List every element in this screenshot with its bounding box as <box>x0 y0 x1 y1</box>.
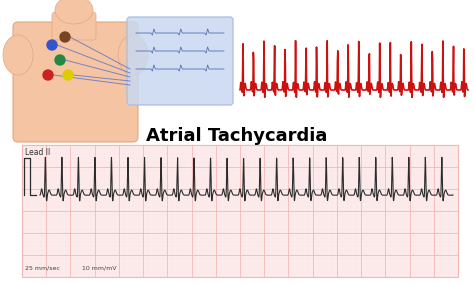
FancyBboxPatch shape <box>127 17 233 105</box>
FancyBboxPatch shape <box>13 22 138 142</box>
Text: Lead II: Lead II <box>25 148 50 157</box>
Circle shape <box>63 70 73 80</box>
Circle shape <box>55 55 65 65</box>
FancyBboxPatch shape <box>52 12 96 40</box>
Circle shape <box>47 40 57 50</box>
Bar <box>22 145 458 277</box>
Ellipse shape <box>3 35 33 75</box>
Ellipse shape <box>55 0 93 24</box>
Circle shape <box>43 70 53 80</box>
Ellipse shape <box>118 35 148 75</box>
Circle shape <box>60 32 70 42</box>
Text: 25 mm/sec: 25 mm/sec <box>25 266 60 271</box>
Text: Atrial Tachycardia: Atrial Tachycardia <box>146 127 328 145</box>
Text: 10 mm/mV: 10 mm/mV <box>82 266 117 271</box>
